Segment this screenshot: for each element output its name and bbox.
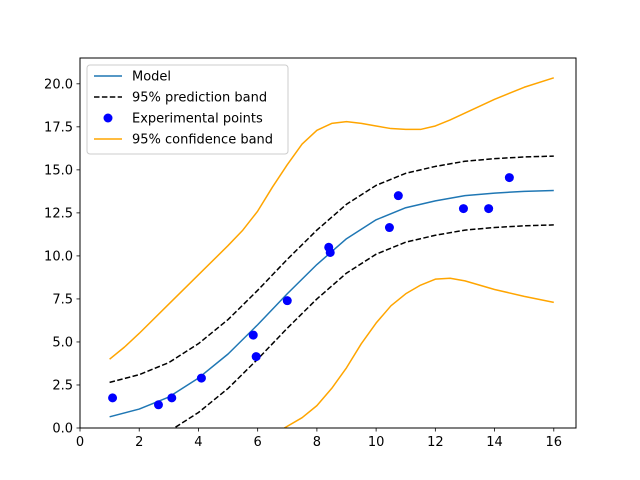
series-line-0 xyxy=(109,189,554,418)
x-axis: 0 2 4 6 8 10 12 14 16 xyxy=(76,428,562,450)
y-tick-label: 2.5 xyxy=(52,378,73,393)
data-point xyxy=(251,352,261,362)
legend-label: Model xyxy=(132,70,171,85)
x-tick-label: 0 xyxy=(76,435,84,450)
data-point xyxy=(504,173,514,183)
data-point xyxy=(153,400,163,410)
x-tick-label: 14 xyxy=(486,435,503,450)
legend-label: 95% confidence band xyxy=(132,133,273,148)
series-line-4 xyxy=(109,77,555,360)
plot-area xyxy=(108,77,555,428)
data-point xyxy=(108,393,118,403)
y-tick-label: 7.5 xyxy=(52,292,73,307)
y-tick-label: 10.0 xyxy=(44,249,73,264)
y-tick-label: 12.5 xyxy=(44,206,73,221)
x-tick-label: 12 xyxy=(427,435,444,450)
data-point xyxy=(282,296,292,306)
data-point xyxy=(484,204,494,214)
data-point xyxy=(196,373,206,383)
legend: Model 95% prediction band Experimental poi… xyxy=(86,64,289,155)
legend-marker xyxy=(103,113,113,123)
x-tick-label: 4 xyxy=(194,435,202,450)
data-point xyxy=(458,204,468,214)
series-line-2 xyxy=(172,224,554,428)
x-tick-label: 2 xyxy=(135,435,143,450)
data-point xyxy=(248,330,258,340)
series-line-5 xyxy=(283,277,554,428)
y-tick-label: 17.5 xyxy=(44,120,73,135)
x-tick-label: 10 xyxy=(368,435,385,450)
x-tick-label: 8 xyxy=(313,435,321,450)
data-point xyxy=(384,223,394,233)
y-tick-label: 0.0 xyxy=(52,422,73,437)
legend-box xyxy=(86,64,289,155)
x-tick-label: 6 xyxy=(254,435,262,450)
legend-label: 95% prediction band xyxy=(132,91,267,106)
series-line-1 xyxy=(109,155,554,384)
y-tick-label: 20.0 xyxy=(44,77,73,92)
data-point xyxy=(393,191,403,201)
axes-frame xyxy=(79,57,577,429)
data-point xyxy=(325,247,335,257)
y-tick-label: 15.0 xyxy=(44,163,73,178)
legend-label: Experimental points xyxy=(132,112,263,127)
x-tick-label: 16 xyxy=(546,435,563,450)
y-tick-label: 5.0 xyxy=(52,335,73,350)
y-axis: 0.0 2.5 5.0 7.5 10.0 12.5 15.0 17.5 20.0 xyxy=(44,77,80,437)
data-point xyxy=(167,393,177,403)
